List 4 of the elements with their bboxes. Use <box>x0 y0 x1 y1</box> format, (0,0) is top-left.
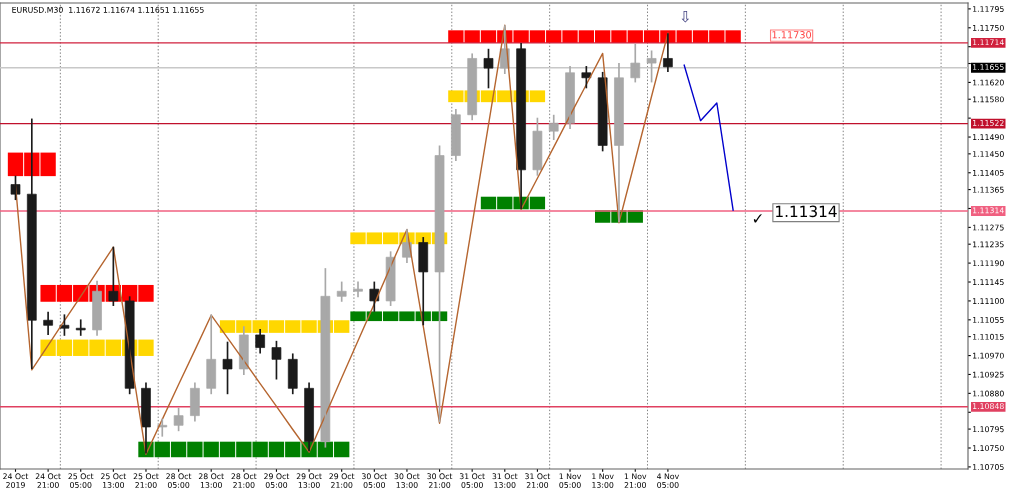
annotation: 1.11314 <box>776 205 837 218</box>
annotation: 1.11730 <box>772 31 812 39</box>
annotation: ⇩ <box>681 10 690 23</box>
annotation: ✓ <box>753 214 762 223</box>
